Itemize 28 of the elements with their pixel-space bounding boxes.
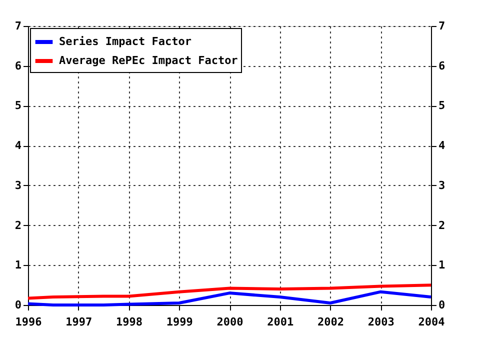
y-tick-label: 7 [14,20,22,32]
x-tick-label: 1996 [15,316,42,328]
y-tick-label: 0 [14,298,22,312]
y2-tick-label: 7 [438,20,446,32]
line-series [26,284,432,300]
y-tick-label: 2 [14,218,22,232]
legend-label: Average RePEc Impact Factor [59,54,238,67]
x-tick-label: 1999 [166,316,193,328]
y-tick-label: 5 [14,99,22,112]
x-tick-label: 2002 [318,316,344,328]
y-tick-label: 1 [14,258,22,272]
x-tick-label: 2001 [267,316,294,328]
x-tick-label: 1997 [66,316,92,328]
x-tick-label: 2000 [216,316,244,328]
y2-tick-label: 2 [438,218,446,232]
y-tick-label: 6 [14,59,22,72]
y2-tick-label: 4 [438,139,446,152]
y2-tick-label: 0 [438,298,446,312]
x-tick-label: 2004 [418,316,446,328]
y-tick-label: 3 [14,178,22,192]
x-tick-label: 1998 [116,316,142,328]
legend-label: Series Impact Factor [59,35,192,48]
y2-tick-label: 1 [438,258,446,272]
y2-tick-label: 6 [438,59,446,72]
y2-tick-label: 5 [438,99,446,112]
y-tick-label: 4 [14,139,22,152]
x-tick-label: 2003 [368,316,394,328]
y2-tick-label: 3 [438,178,446,192]
